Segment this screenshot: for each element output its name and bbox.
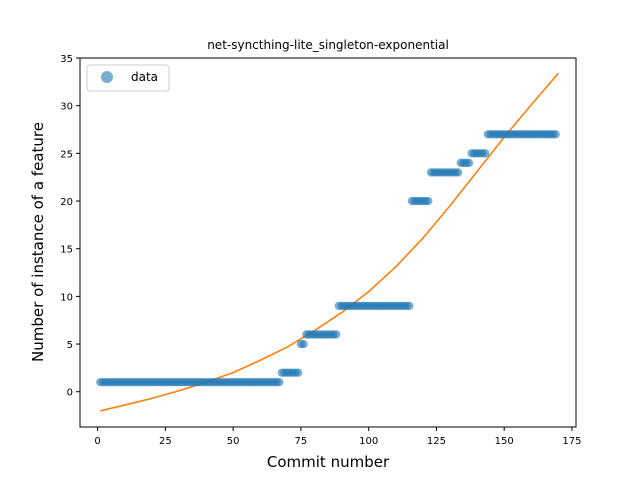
data-point bbox=[405, 301, 414, 311]
data-point bbox=[331, 330, 341, 339]
data-point bbox=[293, 368, 303, 377]
x-tick-label: 0 bbox=[94, 436, 100, 447]
x-tick-label: 175 bbox=[562, 436, 581, 447]
data-points-layer bbox=[96, 130, 560, 387]
x-tick-label: 150 bbox=[495, 436, 514, 447]
data-point bbox=[481, 149, 490, 158]
data-point bbox=[551, 130, 560, 139]
y-axis: 0 5 10 15 20 25 30 35 bbox=[60, 54, 80, 399]
y-tick-label: 25 bbox=[60, 149, 73, 160]
data-point bbox=[275, 377, 284, 387]
y-tick-label: 35 bbox=[60, 54, 73, 65]
x-axis-label: Commit number bbox=[267, 453, 390, 471]
legend: data bbox=[86, 64, 170, 92]
x-tick-label: 50 bbox=[227, 436, 240, 447]
legend-marker-data bbox=[101, 71, 113, 83]
y-tick-label: 30 bbox=[60, 102, 73, 113]
plot-frame bbox=[79, 57, 577, 428]
y-tick-label: 15 bbox=[60, 245, 73, 256]
data-point bbox=[464, 158, 474, 168]
y-tick-label: 10 bbox=[60, 292, 73, 303]
data-point bbox=[299, 339, 308, 349]
data-point bbox=[424, 196, 433, 206]
x-tick-label: 100 bbox=[359, 436, 378, 447]
x-tick-label: 125 bbox=[427, 436, 446, 447]
x-tick-label: 25 bbox=[159, 436, 172, 447]
legend-label-data: data bbox=[131, 70, 158, 84]
fit-line bbox=[100, 72, 559, 412]
x-tick-label: 75 bbox=[295, 436, 308, 447]
plot-area bbox=[96, 72, 560, 412]
chart-title: net-syncthing-lite_singleton-exponential bbox=[207, 38, 449, 52]
y-tick-label: 20 bbox=[60, 197, 73, 208]
y-tick-label: 0 bbox=[67, 388, 73, 399]
data-point bbox=[453, 168, 463, 177]
y-axis-label: Number of instance of a feature bbox=[29, 122, 47, 362]
fit-curve-layer bbox=[100, 72, 559, 412]
x-axis: 0 25 50 75 100 125 150 175 bbox=[94, 427, 581, 447]
y-tick-label: 5 bbox=[67, 340, 73, 351]
